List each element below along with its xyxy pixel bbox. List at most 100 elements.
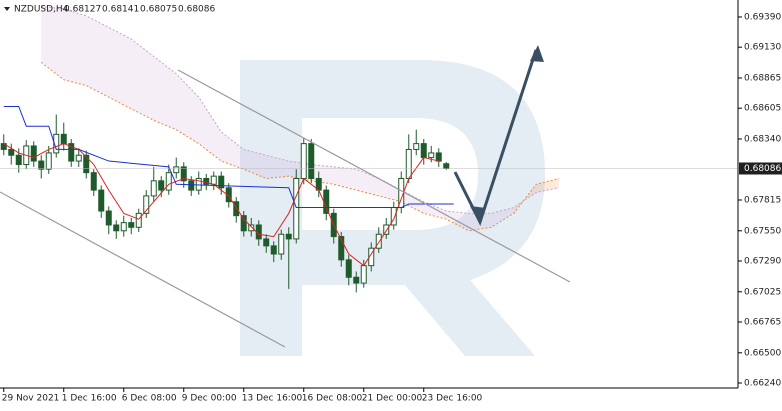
cloud-segment [86,15,109,98]
x-tick-label: 29 Nov 2021 [2,394,60,404]
cloud-segment [198,97,222,162]
candle-body [383,224,390,235]
candle-body [120,222,127,232]
candle-body [353,276,360,284]
cloud-segment [221,132,244,170]
candle-body [443,163,450,169]
y-tick-label: 0.68340 [744,134,781,144]
candle-body [278,233,285,255]
cloud-segment [333,166,357,191]
candle-body [113,224,120,232]
y-tick-label: 0.66500 [744,348,781,358]
candle-body [45,152,52,170]
cloud-segment [491,207,514,228]
candle-body [143,195,150,214]
y-tick-label: 0.68865 [744,73,781,83]
candle-body [165,172,172,191]
candle-body [420,143,427,159]
candle-body [345,259,352,278]
candle-body [285,233,292,240]
arrow-head [530,45,544,62]
cloud-span [40,61,559,232]
arrow-head [470,206,486,224]
x-tick-label: 6 Dec 08:00 [122,394,177,404]
candle-body [158,180,165,191]
candle-body [0,143,7,150]
current-price-label: 0.68086 [744,164,781,174]
candle-body [68,143,75,162]
candle-body [405,148,412,179]
candle-body [428,152,435,159]
header: NZDUSD,H4 0.68127 0.68141 0.68075 0.68086 [4,5,215,15]
candle-body [173,166,180,174]
candle-body [240,215,247,232]
candle-body [150,180,157,197]
candle-body [270,245,277,255]
y-tick-label: 0.66765 [744,317,781,327]
candle-body [413,143,420,150]
candle-body [15,154,22,166]
cloud-segment [356,169,379,196]
header-value: 0.68141 [102,5,139,15]
menu-triangle [4,7,10,11]
candle-body [75,154,82,162]
candle-body [368,247,375,267]
cloud-segment [266,155,289,179]
current-price-box [739,162,782,175]
y-tick-label: 0.67025 [744,287,781,297]
cloud-segment [41,6,64,80]
y-tick-label: 0.66240 [744,379,781,389]
indicator-line [3,105,454,209]
candle-body [135,212,142,228]
cloud-span [41,6,559,214]
candle-body [308,143,315,179]
candle-body [203,177,210,185]
plot-area [0,6,738,293]
y-tick-label: 0.68605 [744,104,781,114]
header-value: 0.68075 [140,5,177,15]
candle-body [300,143,307,179]
candle-body [338,236,345,261]
candle-body [60,133,67,145]
annotations [0,45,571,348]
candle-body [105,210,112,226]
indicator-line [3,143,439,267]
candle-body [128,222,135,228]
cloud-segment [536,178,559,193]
candle-body [225,187,232,203]
x-tick-label: 23 Dec 16:00 [422,394,483,404]
x-tick-label: 21 Dec 00:00 [362,394,423,404]
candle-body [30,145,37,162]
x-tick-label: 9 Dec 00:00 [182,394,237,404]
cloud-segment [131,39,154,121]
cloud-segment [153,56,177,130]
y-tick-label: 0.69130 [744,43,781,53]
candle-body [83,154,90,174]
symbol: NZDUSD,H4 [14,5,69,15]
cloud-segment [401,190,424,214]
y-tick-label: 0.67550 [744,226,781,236]
candle-body [360,265,367,284]
candle-body [435,152,442,162]
channel-line [177,69,571,283]
y-tick-label: 0.67290 [744,256,781,266]
candle-body [233,201,240,217]
candle-body [8,148,15,156]
candle-body [375,233,382,249]
candle-body [248,224,255,232]
x-tick-label: 13 Dec 16:00 [242,394,303,404]
candle-body [210,175,217,185]
candle-body [293,177,300,240]
candle-body [263,238,270,247]
cloud-segment [176,73,199,144]
candle-body [180,166,187,182]
candle-body [188,180,195,191]
x-tick-label: 1 Dec 16:00 [62,394,117,404]
candle-body [323,189,330,214]
header-value: 0.68086 [178,5,215,15]
cloud-segment [108,27,132,109]
candle-body [195,177,202,191]
candle-body [218,175,225,189]
cloud-segment [63,8,87,86]
